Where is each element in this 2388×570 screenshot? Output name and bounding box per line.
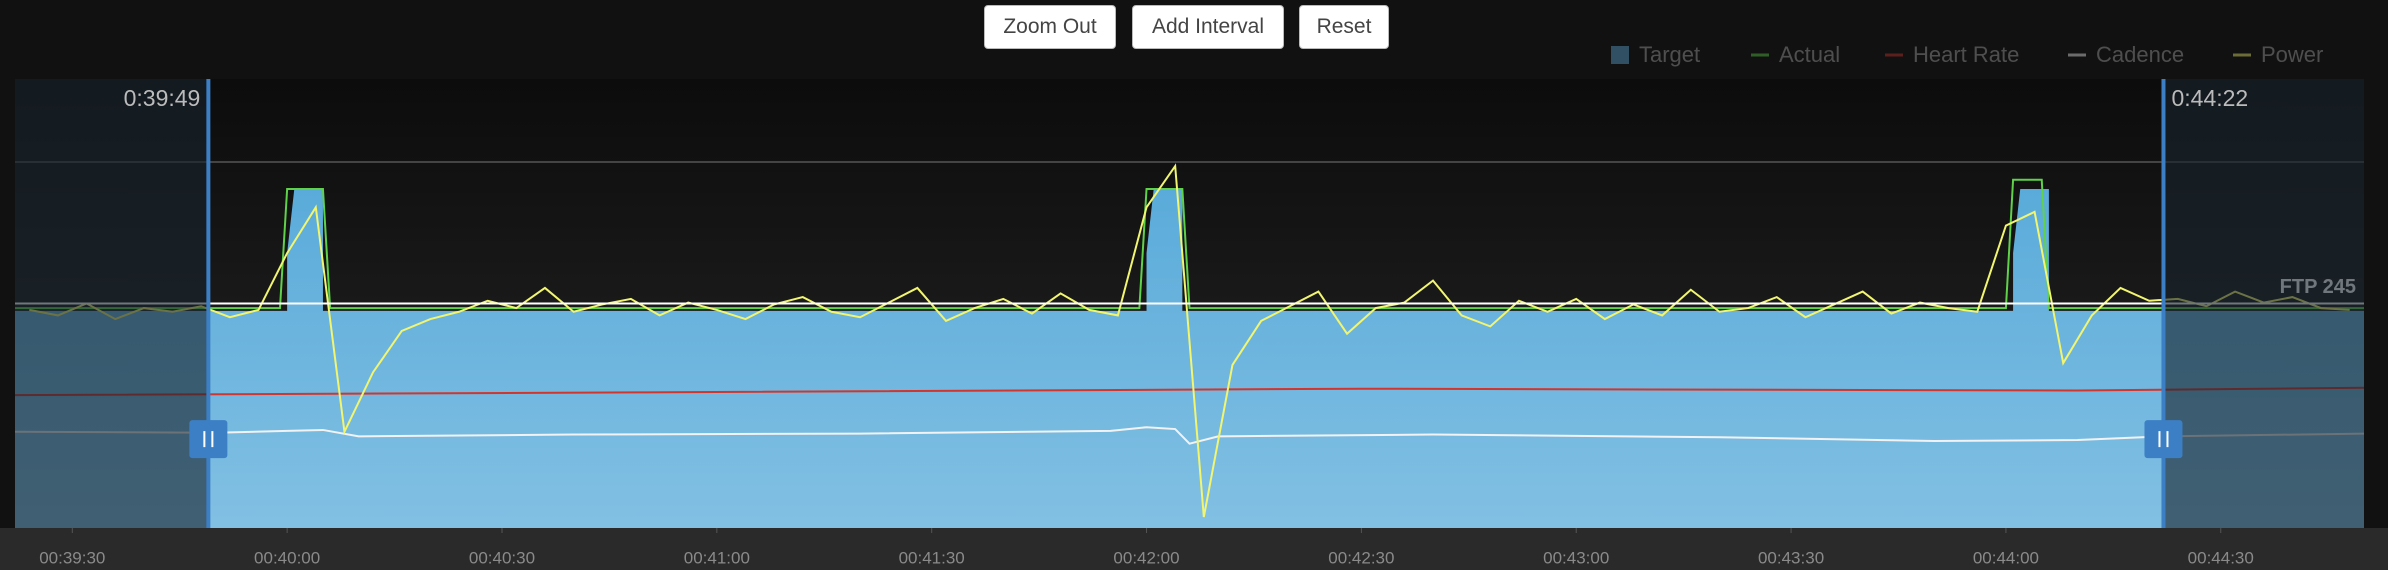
x-tick-label: 00:41:30 — [899, 548, 965, 567]
legend-item: Target — [1611, 42, 1700, 67]
x-tick-label: 00:43:00 — [1543, 548, 1609, 567]
x-axis-band — [0, 528, 2388, 570]
legend-item: Heart Rate — [1885, 42, 2019, 67]
series-line — [15, 178, 2364, 310]
legend-swatch — [1611, 46, 1629, 64]
unselected-shade — [2163, 79, 2364, 528]
selection-handle — [189, 420, 228, 459]
legend-label: Cadence — [2096, 42, 2184, 67]
legend-item: Cadence — [2068, 42, 2184, 67]
series-line — [29, 163, 2350, 518]
x-tick-label: 00:44:30 — [2188, 548, 2254, 567]
x-tick-label: 00:43:30 — [1758, 548, 1824, 567]
series-line — [15, 426, 2364, 445]
x-tick-label: 00:42:00 — [1113, 548, 1179, 567]
zoom-out-button[interactable]: Zoom Out — [984, 5, 1116, 49]
x-tick-label: 00:42:30 — [1328, 548, 1394, 567]
add-interval-button[interactable]: Add Interval — [1132, 5, 1284, 49]
target-area — [15, 188, 2364, 528]
legend-item: Power — [2233, 42, 2323, 67]
x-tick-label: 00:44:00 — [1973, 548, 2039, 567]
selection-label: 0:39:49 — [124, 85, 201, 111]
reset-button[interactable]: Reset — [1299, 5, 1389, 49]
unselected-shade — [15, 79, 209, 528]
selection-label: 0:44:22 — [2171, 85, 2248, 111]
x-tick-label: 00:41:00 — [684, 548, 750, 567]
selection-handle — [2144, 420, 2183, 459]
legend-label: Actual — [1779, 42, 1840, 67]
x-tick-label: 00:40:30 — [469, 548, 535, 567]
legend-label: Power — [2261, 42, 2323, 67]
x-tick-label: 00:39:30 — [39, 548, 105, 567]
legend-item: Actual — [1751, 42, 1840, 67]
toolbar: Zoom Out Add Interval Reset — [0, 5, 2388, 51]
legend-label: Heart Rate — [1913, 42, 2019, 67]
legend-label: Target — [1639, 42, 1700, 67]
x-tick-label: 00:40:00 — [254, 548, 320, 567]
